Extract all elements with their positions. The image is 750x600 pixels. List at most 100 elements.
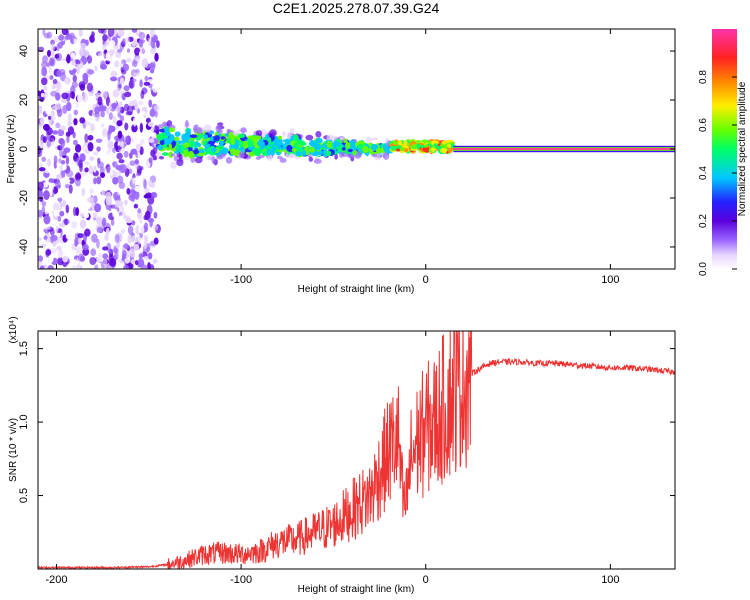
heatmap-cell xyxy=(154,52,159,62)
heatmap-cell xyxy=(441,140,447,145)
heatmap-cell xyxy=(114,60,120,68)
heatmap-cell xyxy=(64,218,68,226)
x-tick-label: -200 xyxy=(45,574,67,586)
heatmap-cell xyxy=(47,265,54,269)
heatmap-cell xyxy=(59,210,65,217)
heatmap-cell xyxy=(59,164,63,172)
heatmap-cell xyxy=(130,148,138,155)
colorbar-ticks: 0.0 0.2 0.4 0.6 0.8 xyxy=(698,70,737,276)
heatmap-cell xyxy=(143,235,148,241)
heatmap-cell xyxy=(341,147,346,151)
heatmap-cell xyxy=(148,157,153,164)
heatmap-cell xyxy=(100,63,108,70)
heatmap-cell xyxy=(84,228,91,237)
heatmap-cell xyxy=(62,105,68,114)
x-tick-label: 0 xyxy=(423,574,429,586)
heatmap-cell xyxy=(302,149,307,157)
heatmap-cell xyxy=(79,42,87,49)
heatmap-cell xyxy=(70,38,74,44)
heatmap-cell xyxy=(277,143,281,150)
heatmap-cell xyxy=(134,158,139,165)
heatmap-cell xyxy=(117,48,123,53)
heatmap-cell xyxy=(101,217,107,227)
heatmap-cell xyxy=(123,199,128,206)
heatmap-cell xyxy=(82,92,88,103)
heatmap-cell xyxy=(344,147,351,155)
heatmap-cell xyxy=(108,101,113,111)
heatmap-cell xyxy=(61,246,68,251)
colorbar-tick-label: 0.4 xyxy=(698,166,709,180)
heatmap-cell xyxy=(136,235,141,245)
heatmap-cell xyxy=(56,43,60,52)
heatmap-cell xyxy=(138,253,144,259)
heatmap-cell xyxy=(168,127,176,133)
heatmap-cell xyxy=(69,91,75,99)
heatmap-cell xyxy=(81,244,89,251)
heatmap-cell xyxy=(403,140,408,146)
heatmap-cell xyxy=(48,82,53,90)
heatmap-cell xyxy=(170,148,177,152)
heatmap-cell xyxy=(49,186,53,197)
heatmap-cell xyxy=(119,115,125,122)
heatmap-cell xyxy=(204,143,211,148)
heatmap-cell xyxy=(192,149,200,155)
heatmap-cell xyxy=(141,200,147,208)
heatmap-cell xyxy=(266,148,272,156)
heatmap-cell xyxy=(371,153,378,158)
heatmap-cell xyxy=(152,83,159,93)
heatmap-cell xyxy=(168,143,173,150)
heatmap-cell xyxy=(194,132,203,141)
heatmap-cell xyxy=(130,144,135,149)
heatmap-cell xyxy=(52,130,59,135)
heatmap-cell xyxy=(43,32,51,39)
heatmap-cell xyxy=(147,121,154,127)
heatmap-cell xyxy=(126,187,131,195)
x-tick-label: -100 xyxy=(230,274,252,286)
heatmap-cell xyxy=(143,81,151,86)
heatmap-cell xyxy=(49,75,54,80)
heatmap-cell xyxy=(138,38,144,48)
heatmap-cell xyxy=(239,151,245,159)
heatmap-cell xyxy=(123,243,129,249)
heatmap-cell xyxy=(71,81,78,89)
heatmap-cell xyxy=(56,69,62,78)
heatmap-cell xyxy=(390,145,397,151)
heatmap-cell xyxy=(40,117,45,126)
heatmap-cell xyxy=(138,31,146,40)
heatmap-cell xyxy=(225,156,233,164)
heatmap-cell xyxy=(133,203,139,209)
heatmap-cell xyxy=(86,182,94,187)
y-tick-label: -40 xyxy=(18,239,30,255)
heatmap-cell xyxy=(100,110,105,118)
heatmap-cell xyxy=(255,156,261,160)
heatmap-cell xyxy=(308,156,314,162)
heatmap-cell xyxy=(87,142,94,152)
heatmap-cell xyxy=(185,120,189,128)
snr-frame xyxy=(37,330,676,570)
heatmap-cell xyxy=(149,62,155,69)
heatmap-cell xyxy=(123,264,130,269)
heatmap-cell xyxy=(45,105,53,115)
heatmap-cell xyxy=(52,202,59,212)
heatmap-cell xyxy=(277,135,283,140)
snr-line xyxy=(38,331,675,569)
heatmap-cell xyxy=(117,112,121,118)
heatmap-cell xyxy=(240,127,247,134)
heatmap-cell xyxy=(130,259,136,265)
heatmap-cell xyxy=(50,234,58,242)
heatmap-cell xyxy=(103,256,108,267)
heatmap-cell xyxy=(131,124,138,133)
heatmap-cell xyxy=(109,40,116,48)
heatmap-cell xyxy=(117,29,125,37)
heatmap-cell xyxy=(174,131,181,137)
heatmap-cell xyxy=(78,159,83,169)
heatmap-cell xyxy=(152,258,158,264)
heatmap-cell xyxy=(268,129,277,137)
heatmap-cell xyxy=(48,253,54,263)
heatmap-cell xyxy=(43,190,50,201)
heatmap-cell xyxy=(334,154,338,160)
heatmap-cell xyxy=(67,113,72,123)
heatmap-cell xyxy=(93,165,97,173)
heatmap-cell xyxy=(117,81,122,91)
heatmap-cell xyxy=(325,150,332,157)
